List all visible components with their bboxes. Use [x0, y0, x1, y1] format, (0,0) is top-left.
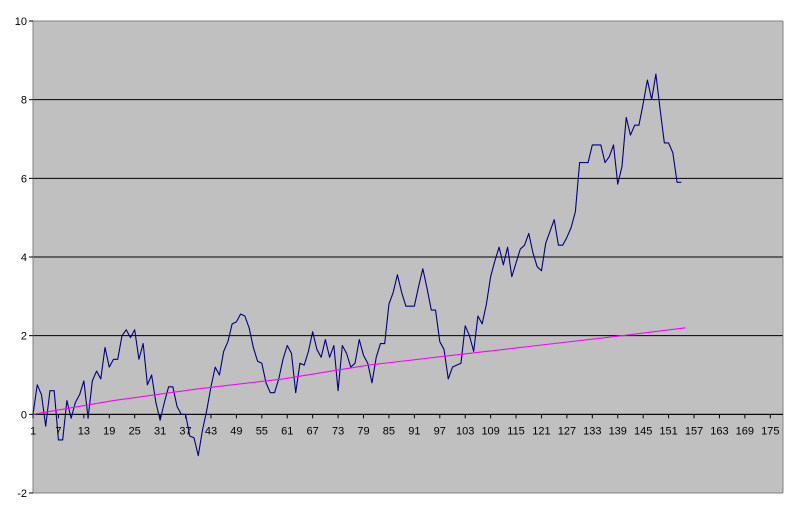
x-tick-label-91: 91	[408, 425, 420, 437]
x-tick-label-1: 1	[30, 425, 36, 437]
y-tick-label-6: 6	[21, 173, 27, 185]
x-tick-label-151: 151	[659, 425, 677, 437]
x-tick-label-37: 37	[179, 425, 191, 437]
x-tick-label-145: 145	[634, 425, 652, 437]
x-tick-label-7: 7	[55, 425, 61, 437]
y-tick-label-0: 0	[21, 409, 27, 421]
x-tick-label-85: 85	[383, 425, 395, 437]
x-tick-label-79: 79	[357, 425, 369, 437]
x-tick-label-169: 169	[736, 425, 754, 437]
x-tick-label-49: 49	[230, 425, 242, 437]
tick-labels: -2 0 2 4 6 8 10 1 7 13 19 25 31 37 43 49 55 61 67 73 79 85 91 9…	[15, 16, 780, 500]
x-tick-label-133: 133	[583, 425, 601, 437]
x-tick-label-121: 121	[532, 425, 550, 437]
x-tick-label-157: 157	[685, 425, 703, 437]
series-line-1	[32, 73, 682, 457]
x-tick-label-97: 97	[434, 425, 446, 437]
x-tick-label-109: 109	[481, 425, 499, 437]
x-tick-label-115: 115	[507, 425, 525, 437]
x-tick-label-163: 163	[710, 425, 728, 437]
x-tick-label-43: 43	[205, 425, 217, 437]
series-group	[32, 73, 686, 457]
x-tick-label-103: 103	[456, 425, 474, 437]
x-tick-label-25: 25	[129, 425, 141, 437]
x-tick-label-139: 139	[609, 425, 627, 437]
x-tick-label-55: 55	[256, 425, 268, 437]
y-tick-label-10: 10	[15, 16, 27, 28]
x-tick-label-61: 61	[281, 425, 293, 437]
y-tick-label--2: -2	[17, 488, 27, 500]
y-tick-label-8: 8	[21, 95, 27, 107]
x-tick-label-67: 67	[307, 425, 319, 437]
x-tick-label-127: 127	[558, 425, 576, 437]
y-tick-label-4: 4	[21, 252, 27, 264]
x-tick-label-19: 19	[103, 425, 115, 437]
x-tick-label-31: 31	[154, 425, 166, 437]
x-tick-label-13: 13	[78, 425, 90, 437]
series-line-2	[32, 327, 686, 415]
axes	[29, 20, 784, 494]
x-tick-label-73: 73	[332, 425, 344, 437]
x-tick-label-175: 175	[761, 425, 779, 437]
y-tick-label-2: 2	[21, 331, 27, 343]
